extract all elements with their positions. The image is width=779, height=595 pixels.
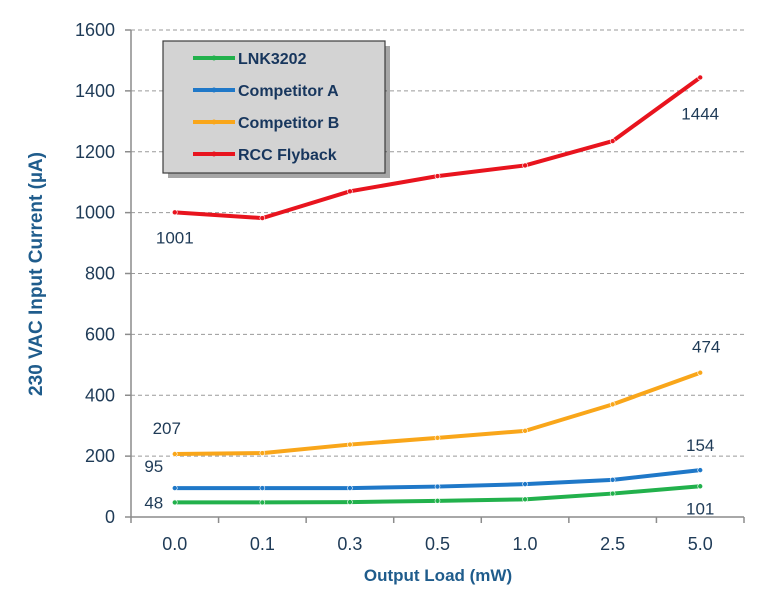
data-point-rcc-flyback: [609, 138, 616, 144]
data-label: 1444: [681, 104, 719, 123]
data-point-lnk3202: [434, 498, 441, 504]
data-point-rcc-flyback: [522, 162, 528, 169]
y-tick-label: 200: [85, 446, 115, 466]
data-point-rcc-flyback: [697, 74, 704, 81]
x-tick-label: 0.3: [337, 534, 362, 554]
y-tick-label: 600: [85, 324, 115, 344]
data-point-lnk3202: [522, 496, 528, 503]
data-point-competitor-b: [259, 450, 266, 456]
series-group: [171, 74, 704, 506]
legend-label-competitor-b: Competitor B: [238, 115, 339, 132]
legend-marker-competitor-a: [211, 87, 217, 93]
series-line-competitor-b: [174, 370, 701, 456]
data-point-competitor-a: [259, 485, 266, 491]
data-point-rcc-flyback: [347, 188, 353, 195]
data-point-competitor-a: [697, 467, 704, 473]
y-tick-labels: 0 200 400 600 800 1000 1200 1400 1600: [75, 20, 115, 527]
data-point-competitor-a: [522, 481, 528, 487]
x-tick-label: 5.0: [688, 534, 713, 554]
data-point-rcc-flyback: [434, 173, 441, 179]
data-label: 95: [144, 457, 163, 476]
data-point-rcc-flyback: [259, 215, 266, 221]
data-point-competitor-a: [347, 485, 353, 491]
data-point-lnk3202: [697, 483, 704, 490]
legend: LNK3202 Competitor A Competitor B RCC Flyba…: [162, 40, 390, 178]
y-tick-label: 1600: [75, 20, 115, 40]
data-point-competitor-b: [171, 451, 178, 457]
x-axis-title: Output Load (mW): [364, 566, 512, 585]
x-tick-label: 1.0: [513, 534, 538, 554]
data-point-rcc-flyback: [171, 209, 178, 216]
legend-marker-competitor-b: [211, 119, 217, 125]
y-tick-label: 1400: [75, 81, 115, 101]
grid-lines: [125, 29, 745, 523]
y-axis-title: 230 VAC Input Current (µA): [26, 152, 47, 396]
data-label: 101: [686, 499, 714, 518]
x-tick-label: 2.5: [600, 534, 625, 554]
x-tick-label: 0.5: [425, 534, 450, 554]
data-point-competitor-a: [434, 483, 441, 490]
data-point-competitor-a: [171, 485, 178, 491]
y-tick-label: 800: [85, 264, 115, 284]
x-tick-labels: 0.0 0.1 0.3 0.5 1.0 2.5 5.0: [162, 534, 712, 554]
data-label: 154: [686, 436, 714, 455]
legend-marker-lnk3202: [211, 55, 217, 61]
x-tick-label: 0.1: [250, 534, 275, 554]
y-tick-label: 0: [105, 507, 115, 527]
legend-label-competitor-a: Competitor A: [238, 83, 339, 100]
y-tick-label: 400: [85, 385, 115, 405]
legend-label-lnk3202: LNK3202: [238, 51, 307, 68]
legend-box: [162, 40, 386, 174]
data-labels: 1001 1444 474 207 154 95 48 101: [144, 104, 720, 518]
data-point-lnk3202: [259, 499, 266, 506]
data-point-competitor-b: [522, 428, 528, 434]
axes: [130, 30, 744, 518]
data-label: 1001: [156, 228, 194, 247]
data-point-competitor-b: [697, 369, 704, 376]
data-point-competitor-b: [347, 441, 353, 448]
data-label: 48: [144, 493, 163, 512]
data-label: 207: [153, 419, 181, 438]
legend-label-rcc-flyback: RCC Flyback: [238, 147, 337, 164]
y-tick-label: 1000: [75, 203, 115, 223]
data-point-lnk3202: [347, 499, 353, 505]
data-point-competitor-b: [434, 435, 441, 441]
legend-marker-rcc-flyback: [211, 151, 217, 157]
data-point-competitor-a: [609, 477, 616, 483]
data-point-lnk3202: [609, 490, 616, 497]
data-point-competitor-b: [609, 401, 616, 408]
data-label: 474: [692, 338, 720, 357]
y-tick-label: 1200: [75, 142, 115, 162]
x-tick-label: 0.0: [162, 534, 187, 554]
data-point-lnk3202: [171, 499, 178, 506]
